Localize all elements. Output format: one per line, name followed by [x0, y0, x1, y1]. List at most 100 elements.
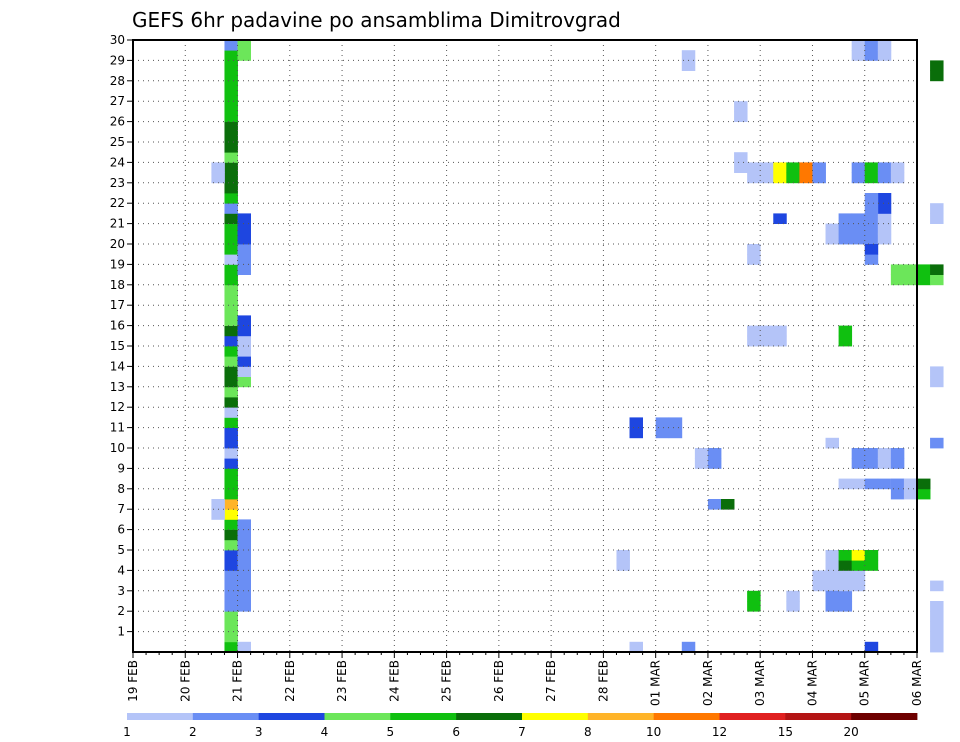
y-tick-label: 3 [117, 584, 125, 598]
heatmap-cell [773, 213, 787, 224]
heatmap-cell [825, 590, 839, 602]
heatmap-cell [747, 254, 761, 265]
y-tick-label: 27 [110, 94, 125, 108]
heatmap-cell [224, 254, 238, 265]
legend-label: 10 [646, 725, 661, 739]
heatmap-cell [224, 478, 238, 490]
heatmap-cell [224, 570, 238, 581]
heatmap-cell [851, 478, 866, 490]
heatmap-cell [629, 417, 643, 428]
heatmap-cell [224, 264, 238, 275]
y-tick-label: 19 [110, 257, 125, 271]
y-tick-label: 16 [110, 319, 125, 333]
heatmap-cell [890, 478, 905, 490]
x-tick-label: 21 FEB [231, 660, 245, 702]
heatmap-cell [864, 213, 879, 224]
x-tick-label: 28 FEB [596, 660, 610, 702]
heatmap-cell [224, 182, 238, 194]
heatmap-cell [917, 478, 931, 490]
legend-label: 4 [321, 725, 329, 739]
heatmap-cell [930, 264, 944, 275]
heatmap-cell [773, 335, 787, 347]
x-tick-label: 27 FEB [544, 660, 558, 702]
heatmap-cell [211, 172, 225, 184]
heatmap-cell [825, 560, 839, 571]
heatmap-cell [851, 448, 866, 459]
legend-swatch [851, 713, 918, 720]
heatmap-cell [224, 335, 238, 347]
chart-title: GEFS 6hr padavine po ansamblima Dimitrov… [132, 8, 621, 32]
heatmap-cell [224, 376, 238, 388]
heatmap-cell [930, 366, 944, 377]
heatmap-cell [629, 641, 643, 653]
heatmap-cell [224, 172, 238, 184]
heatmap-cell [812, 570, 826, 581]
heatmap-cell [851, 40, 866, 51]
heatmap-cell [851, 580, 866, 592]
y-tick-label: 28 [110, 74, 125, 88]
heatmap-cell [864, 254, 879, 265]
heatmap-cell [747, 335, 761, 347]
heatmap-cell [825, 601, 839, 612]
heatmap-cell [864, 40, 879, 51]
y-tick-label: 12 [110, 400, 125, 414]
heatmap-cell [838, 580, 853, 592]
y-tick-label: 18 [110, 278, 125, 292]
heatmap-cell [721, 499, 735, 510]
heatmap-cell [890, 488, 905, 500]
heatmap-cell [851, 50, 866, 61]
heatmap-cell [211, 509, 225, 520]
heatmap-cell [917, 274, 931, 286]
heatmap-cell [237, 539, 251, 551]
heatmap-cell [838, 560, 853, 571]
heatmap-cell [224, 417, 238, 428]
heatmap-cell [864, 203, 879, 214]
legend-swatch [719, 713, 786, 720]
heatmap-cell [851, 213, 866, 224]
heatmap-cell [812, 172, 826, 184]
heatmap-cell [681, 641, 696, 653]
heatmap-cell [237, 325, 251, 337]
heatmap-cell [877, 203, 892, 214]
heatmap-cell [877, 213, 892, 224]
heatmap-cell [681, 50, 696, 61]
heatmap-cell [864, 448, 879, 459]
heatmap-cell [224, 458, 238, 469]
y-axis-ticks: 1234567891011121314151617181920212223242… [110, 33, 133, 639]
heatmap-cell [799, 172, 813, 184]
legend-label: 8 [584, 725, 592, 739]
heatmap-cell [864, 233, 879, 245]
heatmap-cell [877, 193, 892, 204]
heatmap-cell [930, 580, 944, 592]
heatmap-cell [237, 254, 251, 265]
legend-swatch [258, 713, 325, 720]
heatmap-cell [825, 580, 839, 592]
heatmap-cell [224, 244, 238, 255]
legend-swatch [785, 713, 852, 720]
heatmap-cell [903, 274, 918, 286]
heatmap-cell [903, 488, 918, 500]
heatmap-cell [224, 60, 238, 71]
heatmap-cell [812, 162, 826, 173]
legend-label: 5 [387, 725, 395, 739]
heatmap-cell [930, 376, 944, 388]
heatmap-cell [224, 233, 238, 245]
heatmap-cell [838, 325, 853, 337]
heatmap-cell [237, 550, 251, 561]
heatmap-cell [224, 40, 238, 51]
x-tick-label: 02 MAR [701, 660, 715, 706]
y-tick-label: 15 [110, 339, 125, 353]
heatmap-cell [838, 590, 853, 602]
x-tick-label: 03 MAR [753, 660, 767, 706]
heatmap-cell [773, 162, 787, 173]
heatmap-cell [890, 172, 905, 184]
legend-label: 15 [778, 725, 793, 739]
heatmap-cell [825, 570, 839, 581]
heatmap-cell [237, 529, 251, 541]
heatmap-cell [877, 162, 892, 173]
heatmap-cell [773, 325, 787, 337]
heatmap-cell [864, 162, 879, 173]
heatmap-cell [877, 172, 892, 184]
heatmap-cell [224, 601, 238, 612]
heatmap-cell [224, 203, 238, 214]
